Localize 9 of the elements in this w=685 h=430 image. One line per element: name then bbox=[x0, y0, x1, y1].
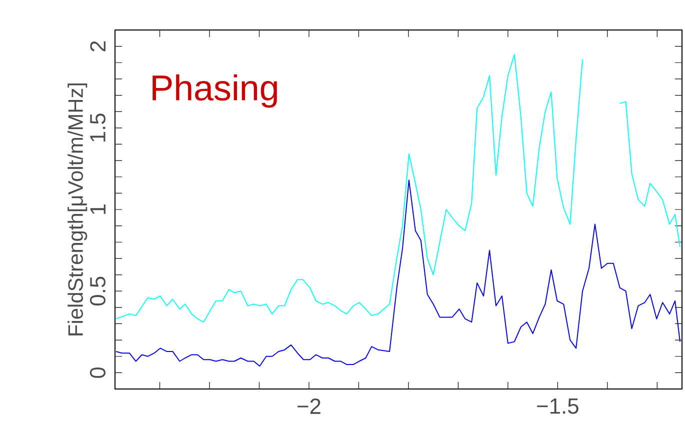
y-tick-label: 0.5 bbox=[90, 276, 106, 306]
y-axis-title: FieldStrength[μVolt/m/MHz] bbox=[68, 83, 88, 336]
x-tick-label: −1.5 bbox=[537, 398, 578, 414]
annotation: Phasing bbox=[152, 74, 277, 108]
y-tick-label: 1.5 bbox=[90, 114, 106, 142]
x-tick-label: −2 bbox=[298, 398, 320, 414]
y-tick-label: 0 bbox=[90, 367, 106, 378]
y-tick-label: 2 bbox=[90, 41, 106, 52]
y-tick-label: 1 bbox=[90, 204, 106, 214]
